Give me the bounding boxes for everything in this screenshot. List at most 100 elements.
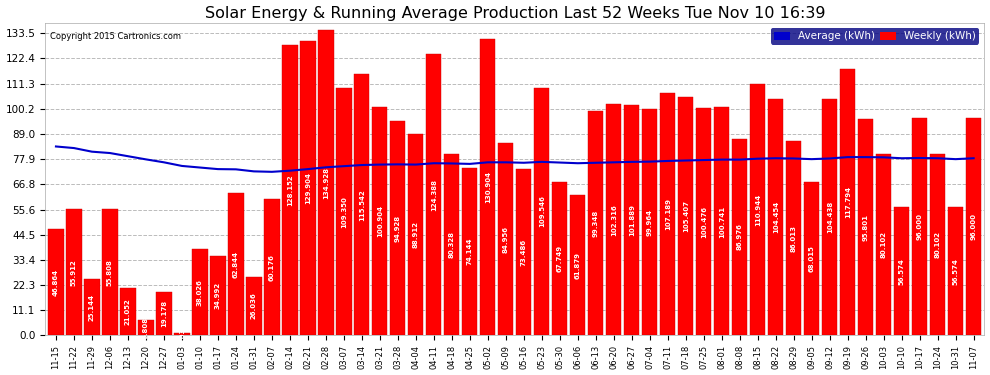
- Text: 95.801: 95.801: [862, 213, 868, 240]
- Text: Copyright 2015 Cartronics.com: Copyright 2015 Cartronics.com: [50, 33, 181, 42]
- Bar: [282, 45, 298, 336]
- Text: 86.013: 86.013: [791, 225, 797, 252]
- Text: 99.348: 99.348: [593, 209, 599, 237]
- Bar: [732, 139, 747, 336]
- Text: 80.102: 80.102: [881, 231, 887, 258]
- Text: 128.152: 128.152: [287, 175, 293, 206]
- Text: 55.808: 55.808: [107, 259, 113, 286]
- Bar: [804, 182, 820, 336]
- Bar: [624, 105, 640, 336]
- Text: 124.388: 124.388: [431, 179, 437, 211]
- Bar: [210, 256, 226, 336]
- Text: 26.036: 26.036: [250, 292, 256, 320]
- Bar: [354, 74, 369, 336]
- Bar: [66, 209, 81, 336]
- Text: 102.316: 102.316: [611, 204, 617, 236]
- Text: 68.015: 68.015: [809, 245, 815, 272]
- Text: 134.928: 134.928: [323, 167, 329, 199]
- Text: 105.407: 105.407: [683, 200, 689, 232]
- Text: 56.574: 56.574: [899, 258, 905, 285]
- Bar: [768, 99, 783, 336]
- Bar: [894, 207, 910, 336]
- Bar: [858, 118, 873, 336]
- Text: 73.486: 73.486: [521, 239, 527, 266]
- Bar: [912, 118, 928, 336]
- Text: 100.476: 100.476: [701, 206, 707, 238]
- Text: 25.144: 25.144: [89, 294, 95, 321]
- Text: 130.904: 130.904: [485, 171, 491, 203]
- Bar: [696, 108, 712, 336]
- Text: 100.904: 100.904: [377, 205, 383, 237]
- Bar: [49, 230, 63, 336]
- Text: 61.879: 61.879: [575, 252, 581, 279]
- Text: 101.889: 101.889: [629, 204, 635, 236]
- Bar: [786, 141, 801, 336]
- Bar: [102, 209, 118, 336]
- Bar: [300, 41, 316, 336]
- Bar: [156, 292, 171, 336]
- Text: 46.864: 46.864: [52, 269, 59, 296]
- Text: 62.844: 62.844: [233, 251, 239, 278]
- Bar: [337, 88, 351, 336]
- Bar: [930, 154, 945, 336]
- Bar: [247, 276, 261, 336]
- Bar: [498, 143, 514, 336]
- Bar: [174, 333, 189, 336]
- Bar: [588, 111, 604, 336]
- Text: 88.912: 88.912: [413, 221, 419, 248]
- Bar: [552, 182, 567, 336]
- Text: 94.928: 94.928: [395, 214, 401, 242]
- Text: 60.176: 60.176: [269, 254, 275, 281]
- Text: 6.808: 6.808: [143, 317, 148, 339]
- Text: 100.741: 100.741: [719, 206, 725, 237]
- Bar: [390, 121, 406, 336]
- Bar: [570, 195, 585, 336]
- Text: 19.178: 19.178: [161, 300, 167, 327]
- Text: 86.976: 86.976: [737, 224, 742, 251]
- Text: 117.794: 117.794: [844, 186, 850, 218]
- Bar: [318, 30, 334, 336]
- Bar: [822, 99, 838, 336]
- Text: 55.912: 55.912: [71, 259, 77, 286]
- Text: 107.189: 107.189: [664, 198, 671, 230]
- Text: 38.026: 38.026: [197, 279, 203, 306]
- Text: 109.546: 109.546: [539, 195, 545, 227]
- Text: 96.000: 96.000: [917, 213, 923, 240]
- Bar: [966, 118, 981, 336]
- Bar: [876, 154, 891, 336]
- Bar: [372, 107, 387, 336]
- Text: 80.328: 80.328: [448, 231, 454, 258]
- Text: 104.438: 104.438: [827, 201, 833, 233]
- Bar: [606, 104, 622, 336]
- Text: 80.102: 80.102: [935, 231, 940, 258]
- Bar: [229, 193, 244, 336]
- Text: 67.749: 67.749: [556, 245, 562, 272]
- Bar: [516, 169, 532, 336]
- Bar: [462, 168, 477, 336]
- Bar: [535, 87, 549, 336]
- Text: 110.944: 110.944: [754, 194, 760, 226]
- Bar: [445, 154, 459, 336]
- Bar: [84, 279, 100, 336]
- Bar: [426, 54, 442, 336]
- Legend: Average (kWh), Weekly (kWh): Average (kWh), Weekly (kWh): [771, 28, 979, 45]
- Bar: [408, 134, 424, 336]
- Text: 1.030: 1.030: [179, 323, 185, 345]
- Text: 104.454: 104.454: [773, 201, 779, 233]
- Text: 129.904: 129.904: [305, 172, 311, 204]
- Bar: [643, 109, 657, 336]
- Bar: [139, 320, 153, 336]
- Text: 84.956: 84.956: [503, 226, 509, 253]
- Bar: [120, 288, 136, 336]
- Bar: [678, 97, 693, 336]
- Text: 21.052: 21.052: [125, 298, 131, 325]
- Text: 99.964: 99.964: [646, 209, 652, 236]
- Text: 56.574: 56.574: [952, 258, 958, 285]
- Bar: [948, 207, 963, 336]
- Text: 115.542: 115.542: [358, 189, 365, 220]
- Bar: [264, 199, 279, 336]
- Bar: [750, 84, 765, 336]
- Title: Solar Energy & Running Average Production Last 52 Weeks Tue Nov 10 16:39: Solar Energy & Running Average Productio…: [205, 6, 825, 21]
- Text: 74.144: 74.144: [467, 238, 473, 265]
- Text: 34.992: 34.992: [215, 282, 221, 309]
